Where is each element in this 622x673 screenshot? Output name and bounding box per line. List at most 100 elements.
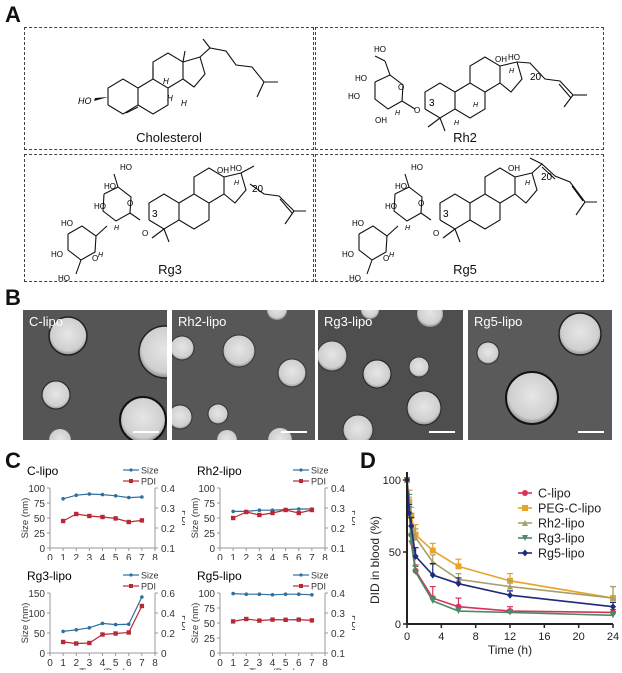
svg-text:HO: HO — [355, 74, 367, 83]
svg-text:0: 0 — [217, 658, 223, 669]
tem-label: Rg3-lipo — [324, 314, 373, 329]
hydroxyl-label: HO — [78, 96, 92, 106]
svg-text:0.2: 0.2 — [331, 629, 345, 640]
svg-text:50: 50 — [389, 547, 401, 559]
svg-text:75: 75 — [204, 604, 216, 615]
svg-text:O: O — [433, 229, 439, 238]
svg-text:25: 25 — [34, 529, 46, 540]
svg-text:100: 100 — [28, 484, 45, 495]
legend-label: Rh2-lipo — [538, 517, 585, 531]
legend-label: C-lipo — [538, 487, 571, 501]
svg-text:H: H — [395, 110, 401, 117]
svg-text:0: 0 — [39, 649, 45, 660]
svg-text:100: 100 — [198, 484, 215, 495]
svg-text:3: 3 — [257, 553, 263, 560]
svg-text:4: 4 — [100, 658, 106, 669]
chart-rg3-lipo: Rg3-lipo05010015000.20.40.6012345678Time… — [20, 569, 185, 670]
svg-text:0.2: 0.2 — [161, 524, 175, 535]
svg-text:8: 8 — [152, 658, 158, 669]
svg-text:HO: HO — [58, 274, 70, 282]
svg-text:H: H — [181, 99, 187, 108]
svg-text:50: 50 — [34, 629, 46, 640]
legend-label: Size — [141, 571, 159, 581]
molecule-box-rg5 — [315, 154, 604, 282]
scale-bar — [578, 431, 604, 433]
svg-text:HO: HO — [61, 219, 73, 228]
svg-text:6: 6 — [126, 553, 132, 560]
svg-text:HO: HO — [352, 219, 364, 228]
chart-rg5-lipo: Rg5-lipo02550751000.10.20.30.4012345678T… — [190, 569, 355, 670]
svg-text:O: O — [127, 199, 133, 208]
svg-text:H: H — [473, 102, 479, 109]
svg-text:100: 100 — [383, 475, 401, 487]
svg-text:3: 3 — [152, 209, 158, 220]
svg-text:OH: OH — [495, 55, 507, 64]
legend-label: PEG-C-lipo — [538, 502, 601, 516]
legend-label: Size — [311, 571, 329, 581]
tem-label: C-lipo — [29, 314, 63, 329]
scale-bar — [429, 431, 455, 433]
x-axis-label: Time (Day) — [249, 667, 296, 670]
svg-text:HO: HO — [395, 182, 407, 191]
legend-label: Rg3-lipo — [538, 532, 585, 546]
svg-text:0.2: 0.2 — [161, 629, 175, 640]
svg-text:50: 50 — [204, 619, 216, 630]
scale-bar — [281, 431, 307, 433]
svg-text:O: O — [142, 229, 148, 238]
svg-text:HO: HO — [94, 202, 106, 211]
svg-text:HO: HO — [342, 250, 354, 259]
svg-text:OH: OH — [375, 116, 387, 125]
legend-label: PDI — [141, 582, 156, 592]
svg-text:0.1: 0.1 — [331, 649, 345, 660]
tem-label: Rh2-lipo — [178, 314, 227, 329]
svg-text:100: 100 — [28, 609, 45, 620]
svg-text:0: 0 — [395, 619, 401, 631]
svg-text:0.3: 0.3 — [331, 609, 345, 620]
svg-text:6: 6 — [296, 658, 302, 669]
svg-text:0: 0 — [209, 544, 215, 555]
svg-text:H: H — [454, 120, 460, 127]
svg-text:150: 150 — [28, 589, 45, 600]
svg-text:0: 0 — [209, 649, 215, 660]
svg-text:5: 5 — [113, 658, 119, 669]
svg-text:24: 24 — [607, 631, 619, 643]
svg-text:H: H — [405, 225, 411, 232]
svg-text:25: 25 — [204, 529, 216, 540]
svg-text:8: 8 — [152, 553, 158, 560]
svg-text:4: 4 — [270, 553, 276, 560]
rh2-structure: HO HO HO OH O O H 3 OH HO 20 H H H — [348, 45, 587, 132]
svg-text:3: 3 — [429, 98, 435, 109]
svg-text:H: H — [525, 180, 531, 187]
svg-text:4: 4 — [100, 553, 106, 560]
scale-bar — [133, 431, 159, 433]
legend-label: Size — [311, 466, 329, 476]
svg-text:O: O — [398, 83, 404, 92]
svg-text:7: 7 — [139, 553, 145, 560]
x-axis-label: Time (Day) — [79, 667, 126, 670]
y2-axis-label: PDI — [349, 615, 355, 631]
chart-title: C-lipo — [27, 464, 59, 478]
legend-label: PDI — [311, 582, 326, 592]
svg-text:0.1: 0.1 — [161, 544, 175, 555]
svg-text:5: 5 — [283, 658, 289, 669]
svg-text:8: 8 — [473, 631, 479, 643]
molecule-box-rh2 — [315, 27, 604, 150]
svg-text:7: 7 — [309, 658, 315, 669]
y2-axis-label: PDI — [179, 510, 185, 526]
svg-text:2: 2 — [73, 658, 79, 669]
molecule-name-rh2: Rh2 — [453, 130, 477, 145]
legend-label: PDI — [311, 477, 326, 487]
svg-text:HO: HO — [411, 163, 423, 172]
svg-text:H: H — [163, 77, 169, 86]
svg-text:3: 3 — [87, 658, 93, 669]
svg-text:OH: OH — [217, 166, 229, 175]
svg-text:100: 100 — [198, 589, 215, 600]
chart-title: Rg3-lipo — [27, 569, 72, 583]
svg-text:HO: HO — [508, 53, 520, 62]
svg-text:HO: HO — [349, 274, 361, 282]
svg-text:0.4: 0.4 — [331, 589, 345, 600]
svg-text:2: 2 — [243, 553, 249, 560]
svg-text:0: 0 — [47, 553, 53, 560]
svg-text:0: 0 — [161, 649, 167, 660]
svg-text:8: 8 — [322, 553, 328, 560]
